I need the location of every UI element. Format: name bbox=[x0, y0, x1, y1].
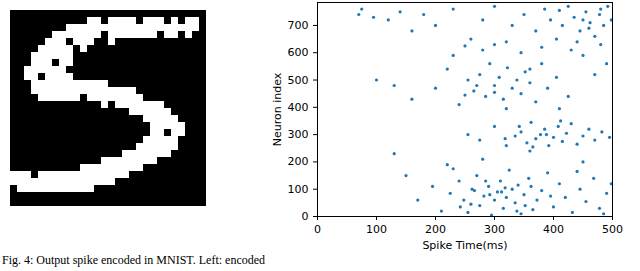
svg-text:200: 200 bbox=[288, 155, 309, 168]
svg-text:500: 500 bbox=[602, 223, 623, 236]
svg-text:Neuron index: Neuron index bbox=[271, 72, 284, 146]
svg-text:400: 400 bbox=[543, 223, 564, 236]
svg-text:600: 600 bbox=[288, 46, 309, 59]
svg-text:0: 0 bbox=[314, 223, 321, 236]
svg-text:200: 200 bbox=[425, 223, 446, 236]
svg-text:300: 300 bbox=[288, 128, 309, 141]
svg-text:300: 300 bbox=[484, 223, 505, 236]
html-text:Fig. 4: Output spike encoded i: Fig. 4: Output spike encoded in MNIST. L… bbox=[2, 253, 266, 267]
svg-text:700: 700 bbox=[288, 19, 309, 32]
svg-text:0: 0 bbox=[302, 210, 309, 223]
svg-text:400: 400 bbox=[288, 101, 309, 114]
svg-text:100: 100 bbox=[366, 223, 387, 236]
svg-text:100: 100 bbox=[288, 183, 309, 196]
svg-text:500: 500 bbox=[288, 74, 309, 87]
svg-text:Spike Time(ms): Spike Time(ms) bbox=[422, 239, 507, 252]
